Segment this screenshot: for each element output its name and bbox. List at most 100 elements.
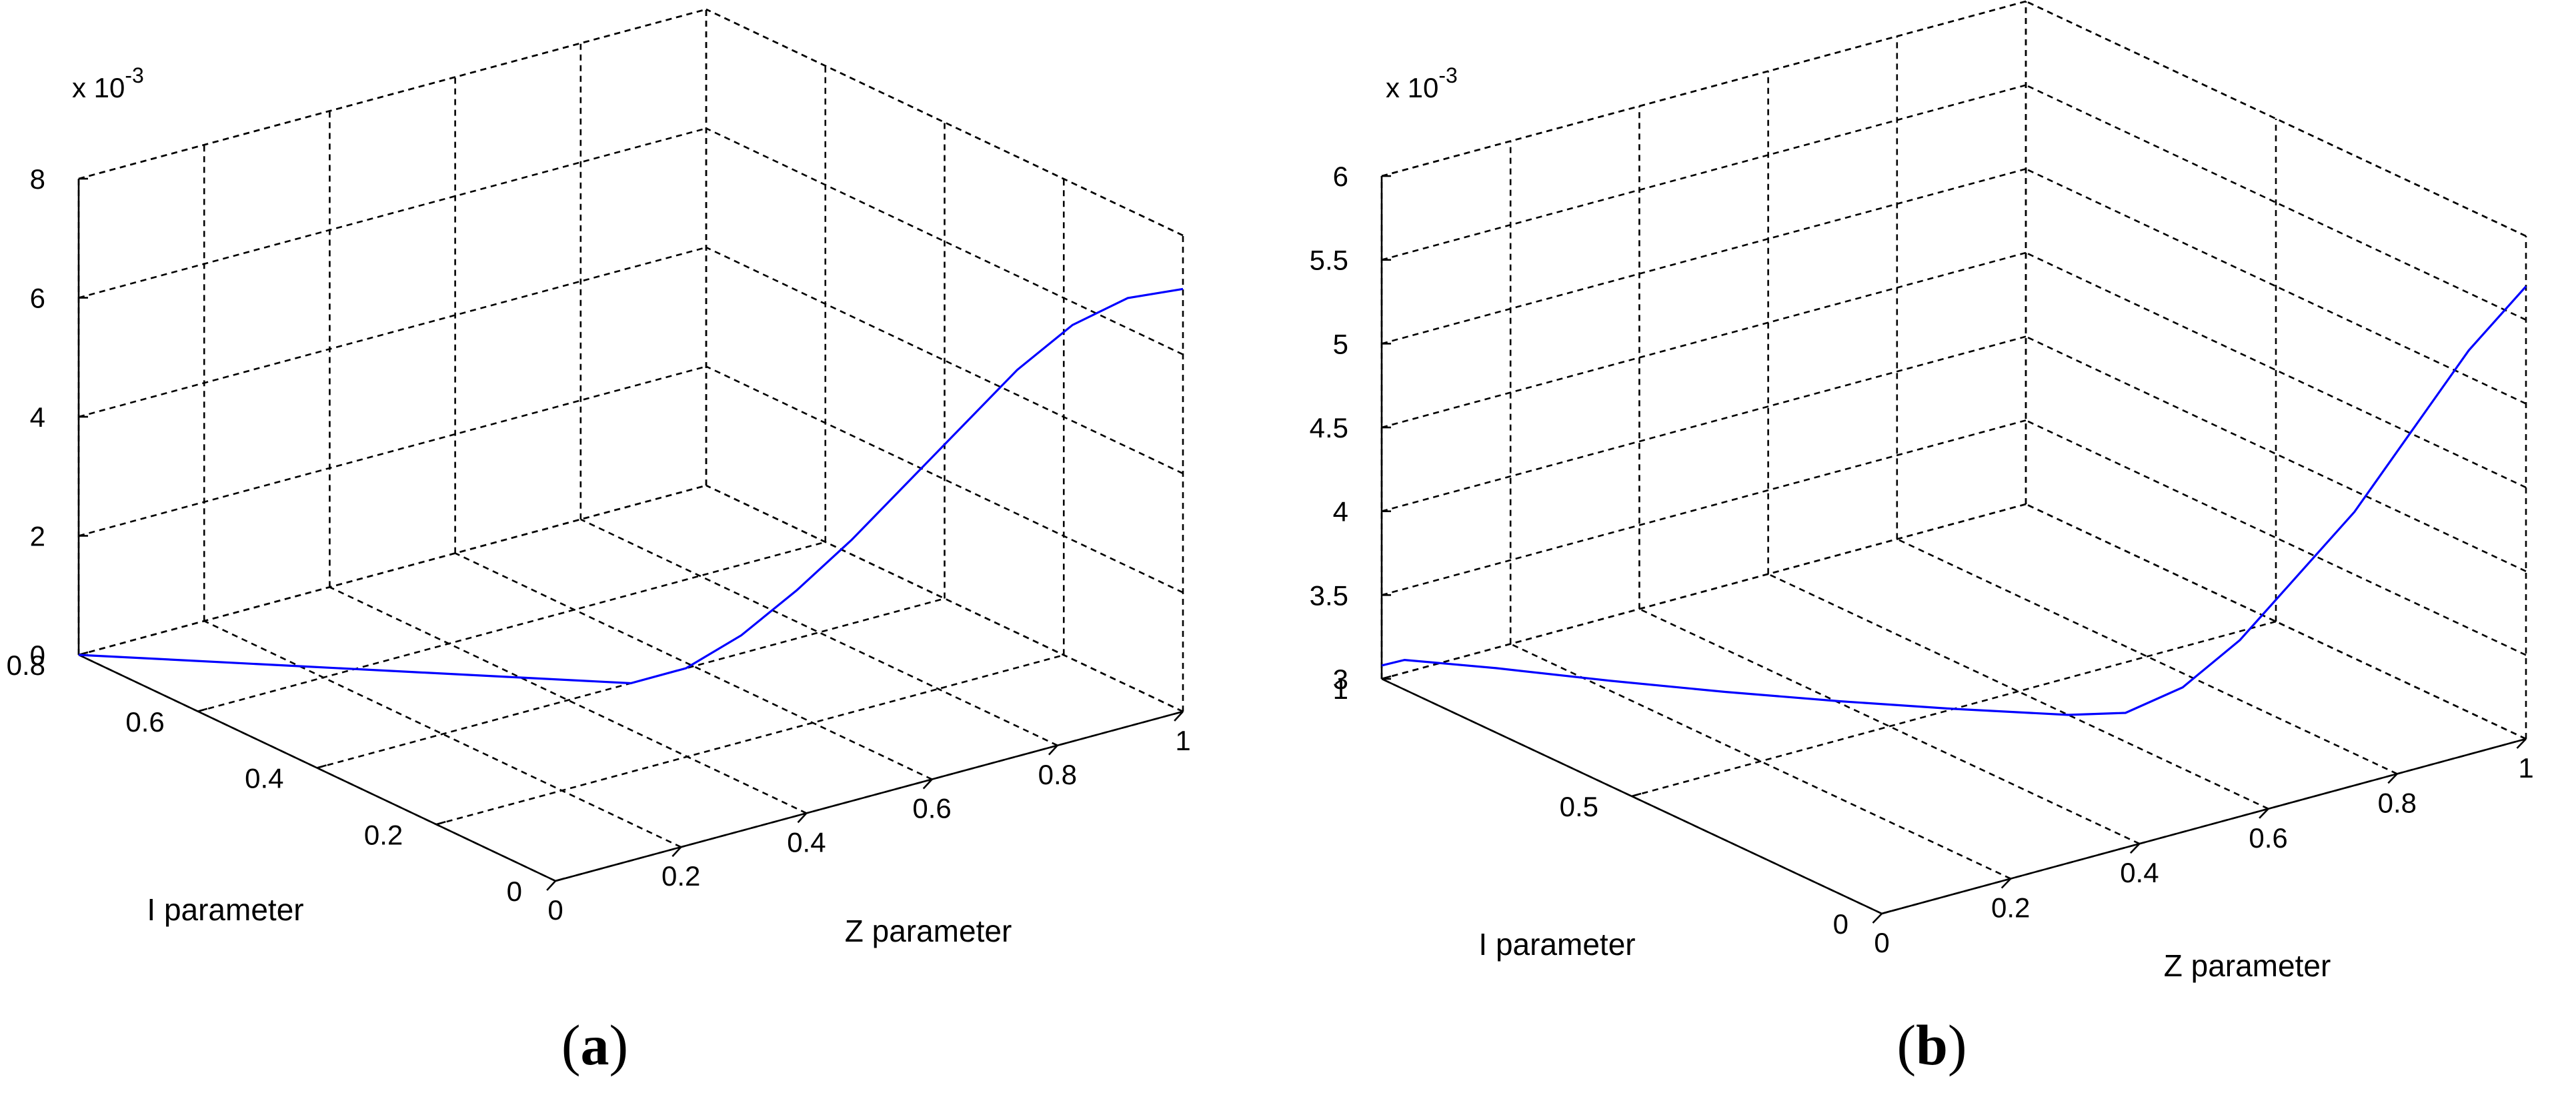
x-tick-mark bbox=[922, 778, 933, 790]
x-tick-mark bbox=[2516, 738, 2527, 749]
z-tick-label: 6 bbox=[1333, 161, 1348, 192]
floor-grid-x bbox=[1510, 643, 2011, 880]
floor-grid-x bbox=[203, 620, 682, 848]
floor-grid-y bbox=[435, 654, 1064, 826]
x-tick-label: 0.8 bbox=[2378, 787, 2417, 818]
x-tick-mark bbox=[2001, 878, 2012, 889]
top-edge-side bbox=[2025, 0, 2527, 237]
side-wall-grid-z bbox=[2025, 503, 2527, 740]
x-tick-label: 1 bbox=[1175, 725, 1190, 756]
top-edge-side bbox=[706, 8, 1184, 237]
x-tick-mark bbox=[2129, 843, 2141, 854]
back-wall-grid-z bbox=[78, 484, 707, 656]
x-axis-label: Z parameter bbox=[845, 914, 1012, 948]
panel-label: (a) bbox=[561, 1013, 628, 1077]
back-wall-grid-z bbox=[78, 365, 707, 537]
z-exponent-power: -3 bbox=[1438, 63, 1457, 87]
y-tick-label: 0.4 bbox=[245, 763, 283, 794]
floor-grid-y bbox=[197, 541, 826, 713]
back-wall-grid-z bbox=[1381, 251, 2027, 429]
back-wall-grid-z bbox=[1381, 503, 2027, 680]
z-exponent-label: x 10-3 bbox=[72, 63, 144, 103]
z-tick-label: 3.5 bbox=[1310, 580, 1348, 611]
y-tick-mark bbox=[197, 708, 208, 712]
floor-grid-x bbox=[1638, 608, 2140, 845]
series-line-0 bbox=[1381, 285, 2527, 716]
y-tick-label: 0.6 bbox=[125, 706, 164, 738]
back-wall-grid-z bbox=[1381, 84, 2027, 261]
z-tick-label: 2 bbox=[30, 521, 45, 552]
x-tick-label: 0.4 bbox=[787, 826, 826, 858]
side-wall-grid-z bbox=[2025, 168, 2527, 405]
z-tick-label: 5 bbox=[1333, 328, 1348, 359]
side-wall-grid-z bbox=[2025, 419, 2527, 656]
back-wall-grid-z bbox=[78, 127, 707, 299]
side-wall-grid-z bbox=[706, 246, 1184, 475]
x-tick-label: 0.2 bbox=[1991, 892, 2030, 924]
z-tick-label: 6 bbox=[30, 283, 45, 314]
x-tick-label: 1 bbox=[2518, 752, 2533, 784]
panel-label-close: ) bbox=[1948, 1013, 1967, 1077]
top-edge-back bbox=[1381, 0, 2027, 177]
y-tick-mark bbox=[317, 764, 327, 769]
x-axis-line bbox=[555, 710, 1184, 882]
z-tick-label: 4 bbox=[1333, 496, 1348, 527]
y-tick-mark bbox=[1631, 792, 1642, 798]
x-tick-mark bbox=[2387, 773, 2398, 784]
top-edge-back bbox=[78, 8, 707, 180]
z-exponent-base: x 10 bbox=[1386, 72, 1438, 103]
z-tick-label: 3 bbox=[1333, 664, 1348, 695]
y-tick-label: 0 bbox=[507, 876, 522, 907]
x-axis-label: Z parameter bbox=[2164, 948, 2331, 983]
z-exponent-label: x 10-3 bbox=[1386, 63, 1458, 103]
floor-grid-x bbox=[455, 552, 933, 780]
floor-grid-x bbox=[580, 518, 1058, 746]
side-wall-grid-z bbox=[706, 127, 1184, 355]
y-tick-label: 0.2 bbox=[364, 819, 403, 850]
side-wall-grid-z bbox=[2025, 84, 2527, 321]
x-tick-mark bbox=[2259, 808, 2269, 819]
x-tick-mark bbox=[546, 880, 556, 891]
back-wall-grid-z bbox=[1381, 168, 2027, 345]
z-tick-label: 8 bbox=[30, 163, 45, 195]
grid-lines bbox=[77, 8, 1184, 882]
side-wall-grid-z bbox=[706, 365, 1184, 594]
floor-grid-x bbox=[329, 586, 807, 814]
y-tick-label: 0.5 bbox=[1560, 791, 1598, 822]
back-wall-grid-z bbox=[1381, 419, 2027, 596]
panel-label-letter: b bbox=[1916, 1013, 1948, 1077]
x-tick-mark bbox=[672, 846, 682, 858]
x-tick-label: 0 bbox=[547, 894, 563, 926]
z-exponent-power: -3 bbox=[125, 63, 143, 87]
side-wall-grid-z bbox=[2025, 251, 2527, 489]
z-tick-label: 4 bbox=[30, 401, 45, 433]
side-wall-grid-z bbox=[706, 484, 1184, 713]
panel-label: (b) bbox=[1896, 1013, 1967, 1077]
panel-label-letter: a bbox=[581, 1013, 609, 1077]
y-tick-label: 1 bbox=[1333, 674, 1348, 705]
back-wall-grid-z bbox=[1381, 335, 2027, 512]
z-tick-label: 0 bbox=[30, 640, 45, 671]
z-exponent-base: x 10 bbox=[72, 72, 125, 103]
y-axis-label: I parameter bbox=[1478, 927, 1635, 962]
grid-lines bbox=[1380, 0, 2527, 915]
floor-grid-x bbox=[1896, 538, 2398, 775]
panel-label-open: ( bbox=[561, 1013, 581, 1077]
z-tick-label: 5.5 bbox=[1310, 245, 1348, 276]
x-tick-label: 0.8 bbox=[1038, 759, 1077, 790]
x-tick-mark bbox=[797, 812, 808, 824]
x-tick-mark bbox=[1048, 744, 1058, 756]
panel-label-open: ( bbox=[1896, 1013, 1916, 1077]
panel-label-close: ) bbox=[609, 1013, 629, 1077]
series-line-0 bbox=[78, 287, 1184, 685]
y-tick-mark bbox=[1881, 910, 1892, 915]
side-wall-grid-z bbox=[2025, 335, 2527, 572]
x-tick-label: 0.2 bbox=[662, 860, 700, 892]
z-tick-label: 4.5 bbox=[1310, 412, 1348, 443]
x-tick-mark bbox=[1174, 711, 1184, 722]
y-tick-label: 0.8 bbox=[7, 650, 45, 681]
x-tick-label: 0.6 bbox=[2249, 822, 2287, 854]
